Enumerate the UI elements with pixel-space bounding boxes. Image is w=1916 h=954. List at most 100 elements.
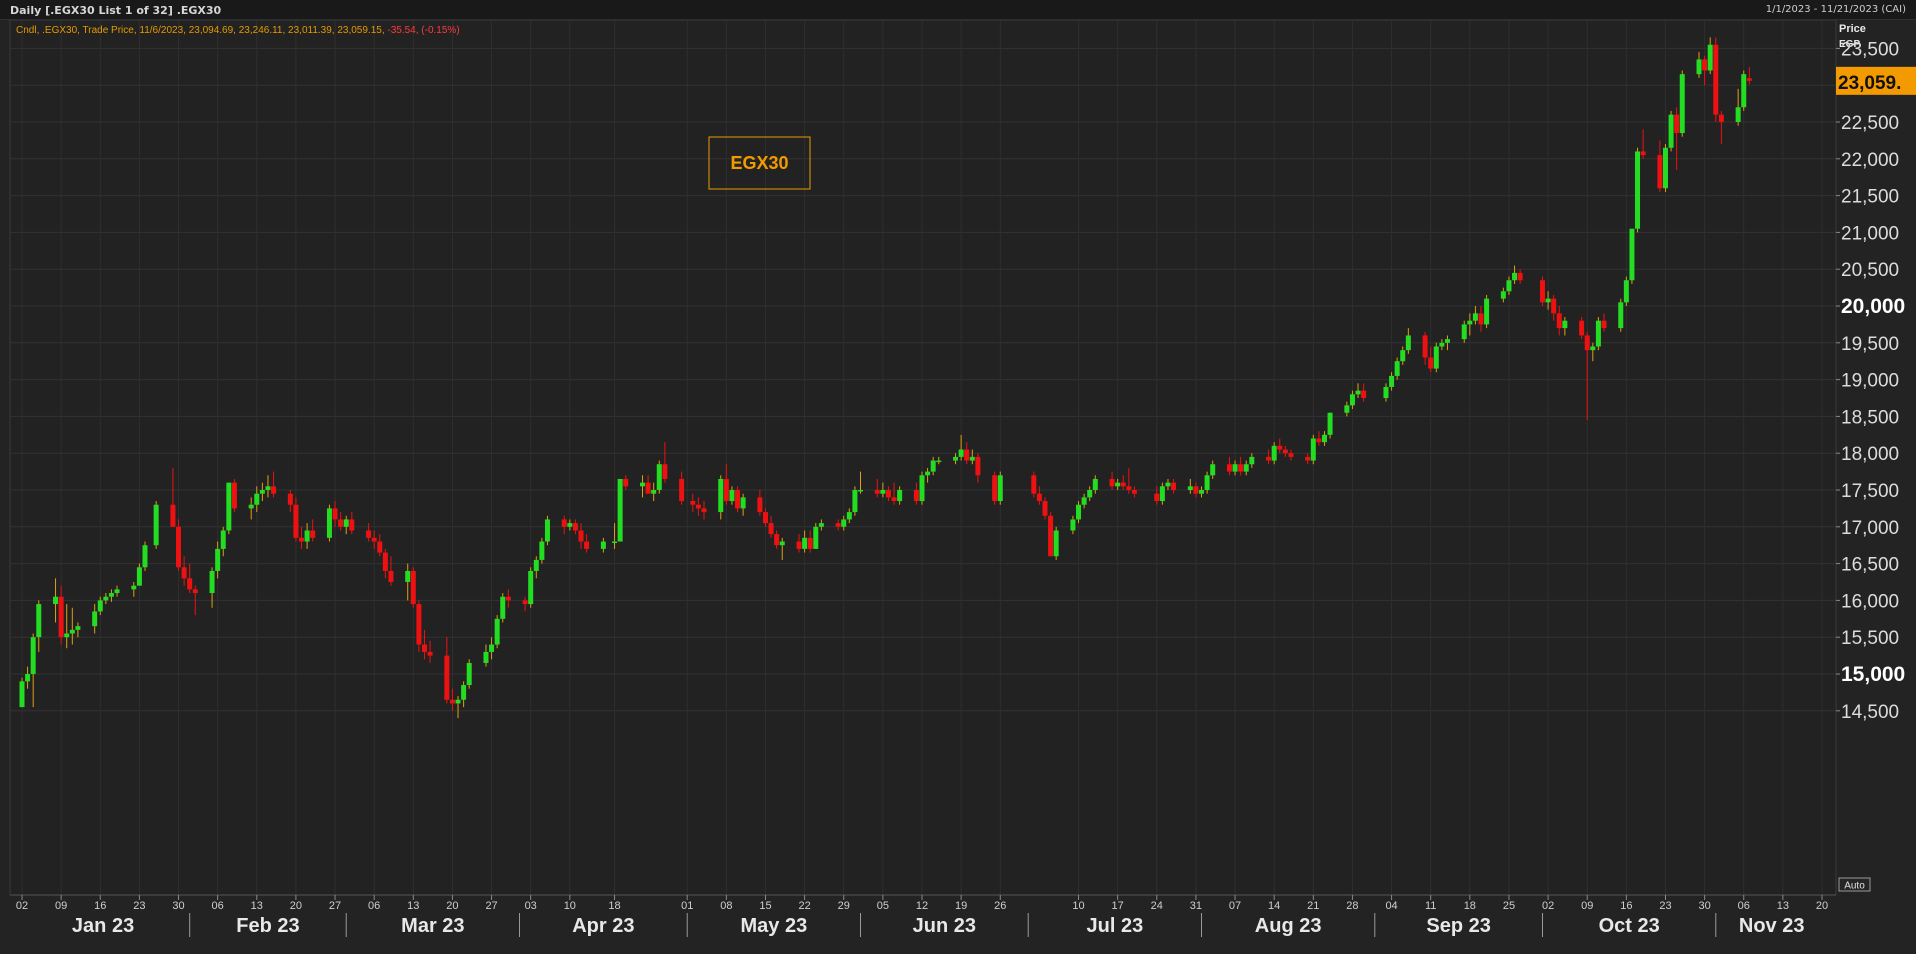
- candle[interactable]: [494, 615, 500, 649]
- candle[interactable]: [215, 541, 221, 579]
- candle[interactable]: [371, 530, 377, 549]
- candle[interactable]: [410, 567, 416, 608]
- candle[interactable]: [1500, 287, 1506, 303]
- candle[interactable]: [919, 471, 925, 505]
- candle[interactable]: [802, 530, 808, 553]
- candle[interactable]: [690, 493, 696, 513]
- candle[interactable]: [299, 526, 305, 549]
- candle[interactable]: [220, 526, 226, 557]
- candle[interactable]: [1126, 467, 1132, 494]
- candle[interactable]: [259, 482, 265, 502]
- candle[interactable]: [701, 501, 707, 520]
- candle[interactable]: [1232, 460, 1238, 476]
- candle[interactable]: [1316, 431, 1322, 446]
- candle[interactable]: [885, 486, 891, 502]
- candle[interactable]: [964, 442, 970, 465]
- candle[interactable]: [466, 659, 472, 689]
- candle[interactable]: [757, 490, 763, 516]
- candle[interactable]: [366, 523, 372, 542]
- candle[interactable]: [1361, 383, 1367, 402]
- candle[interactable]: [528, 567, 534, 608]
- time-axis[interactable]: 02 09 16 23 30 06 13 20 27 06 13 20 27 03 10 18 01 08 15 22…: [10, 894, 1836, 937]
- candle[interactable]: [572, 519, 578, 535]
- candle[interactable]: [1595, 317, 1601, 351]
- candle[interactable]: [92, 604, 98, 634]
- candle[interactable]: [1076, 501, 1082, 524]
- candle[interactable]: [444, 637, 450, 704]
- candle[interactable]: [522, 596, 528, 612]
- candle[interactable]: [1562, 317, 1568, 336]
- candle[interactable]: [254, 486, 260, 513]
- candle[interactable]: [1031, 471, 1037, 498]
- candle[interactable]: [539, 537, 545, 564]
- candle[interactable]: [925, 467, 931, 483]
- candle[interactable]: [1422, 331, 1428, 365]
- candle[interactable]: [1674, 107, 1680, 170]
- candle[interactable]: [852, 486, 858, 516]
- candle[interactable]: [1590, 342, 1596, 362]
- candle[interactable]: [209, 567, 215, 608]
- candle[interactable]: [1478, 306, 1484, 332]
- candle[interactable]: [774, 530, 780, 549]
- candle[interactable]: [192, 585, 198, 616]
- candle[interactable]: [1115, 478, 1121, 490]
- candle[interactable]: [1288, 449, 1294, 461]
- candle[interactable]: [449, 688, 455, 711]
- candle[interactable]: [405, 563, 411, 601]
- candle[interactable]: [561, 515, 567, 535]
- candle[interactable]: [623, 475, 629, 490]
- candle[interactable]: [1210, 460, 1216, 479]
- candle[interactable]: [913, 482, 919, 505]
- candle[interactable]: [1355, 383, 1361, 398]
- candle[interactable]: [1383, 383, 1389, 402]
- candle[interactable]: [181, 556, 187, 586]
- candle[interactable]: [382, 548, 388, 579]
- candle[interactable]: [975, 453, 981, 483]
- candle[interactable]: [874, 478, 880, 498]
- candle[interactable]: [1657, 140, 1663, 192]
- candle[interactable]: [25, 666, 31, 689]
- candle[interactable]: [1187, 478, 1193, 494]
- candle[interactable]: [1204, 471, 1210, 494]
- candle[interactable]: [779, 537, 785, 560]
- candle[interactable]: [1718, 110, 1724, 145]
- candle[interactable]: [1081, 493, 1087, 509]
- candle[interactable]: [1193, 482, 1199, 498]
- candle[interactable]: [1226, 456, 1232, 476]
- candle[interactable]: [735, 486, 741, 513]
- candle[interactable]: [1400, 346, 1406, 365]
- candle[interactable]: [1629, 228, 1635, 284]
- candle[interactable]: [500, 593, 506, 623]
- candle[interactable]: [75, 622, 81, 638]
- candle[interactable]: [1512, 265, 1518, 284]
- candle[interactable]: [97, 596, 103, 616]
- candle[interactable]: [645, 475, 651, 494]
- candle[interactable]: [662, 442, 668, 483]
- candle[interactable]: [617, 478, 623, 542]
- candle[interactable]: [1635, 147, 1641, 233]
- candle[interactable]: [332, 501, 338, 527]
- candle[interactable]: [651, 482, 657, 502]
- candle[interactable]: [1662, 144, 1668, 192]
- candle[interactable]: [1467, 313, 1473, 336]
- candle[interactable]: [1428, 346, 1434, 373]
- candle[interactable]: [287, 490, 293, 513]
- candle[interactable]: [187, 563, 193, 594]
- candle[interactable]: [1484, 294, 1490, 329]
- candle[interactable]: [846, 508, 852, 524]
- candle[interactable]: [762, 508, 768, 527]
- candle[interactable]: [226, 482, 232, 535]
- candle[interactable]: [1741, 70, 1747, 111]
- candle[interactable]: [1545, 291, 1551, 310]
- candle[interactable]: [992, 471, 998, 505]
- candle[interactable]: [64, 604, 70, 649]
- candle[interactable]: [1517, 269, 1523, 284]
- candle[interactable]: [1154, 486, 1160, 505]
- candle[interactable]: [1506, 276, 1512, 295]
- auto-scale-button[interactable]: Auto: [1838, 877, 1871, 892]
- candle[interactable]: [1243, 460, 1249, 476]
- candle[interactable]: [489, 637, 495, 660]
- candle[interactable]: [1036, 486, 1042, 505]
- candle[interactable]: [131, 582, 137, 597]
- candle[interactable]: [231, 478, 237, 513]
